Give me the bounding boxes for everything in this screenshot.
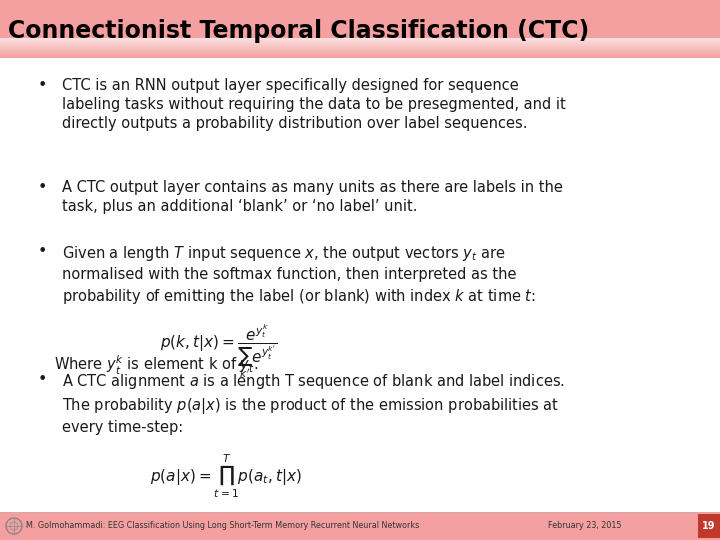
Bar xyxy=(0,0,720,58)
Bar xyxy=(0,55,720,56)
Bar xyxy=(0,41,720,42)
Bar xyxy=(0,42,720,43)
Bar xyxy=(0,48,720,49)
Bar xyxy=(0,53,720,54)
Bar xyxy=(0,38,720,39)
Bar xyxy=(0,40,720,41)
Bar xyxy=(0,52,720,53)
Bar xyxy=(0,57,720,58)
Bar xyxy=(698,514,720,538)
Text: •: • xyxy=(38,180,48,195)
Text: CTC is an RNN output layer specifically designed for sequence
labeling tasks wit: CTC is an RNN output layer specifically … xyxy=(62,78,566,131)
Text: •: • xyxy=(38,244,48,259)
Bar xyxy=(0,51,720,52)
Text: Connectionist Temporal Classification (CTC): Connectionist Temporal Classification (C… xyxy=(8,19,589,43)
Text: $p(a|x) = \prod_{t=1}^{T} p(a_t, t|x)$: $p(a|x) = \prod_{t=1}^{T} p(a_t, t|x)$ xyxy=(150,452,302,500)
Text: •: • xyxy=(38,372,48,387)
Text: Where $y_t^k$ is element k of $y_t$.: Where $y_t^k$ is element k of $y_t$. xyxy=(54,354,258,377)
Text: Given a length $T$ input sequence $x$, the output vectors $y_t$ are
normalised w: Given a length $T$ input sequence $x$, t… xyxy=(62,244,536,306)
Bar xyxy=(0,49,720,50)
Text: $p(k,t|x) = \dfrac{e^{y_t^k}}{\sum_{k'} e^{y_{t}^{k'}}}$: $p(k,t|x) = \dfrac{e^{y_t^k}}{\sum_{k'} … xyxy=(160,322,277,380)
Bar xyxy=(0,56,720,57)
Text: February 23, 2015: February 23, 2015 xyxy=(548,522,621,530)
Bar xyxy=(0,43,720,44)
Bar xyxy=(0,50,720,51)
Bar xyxy=(0,44,720,45)
Bar xyxy=(0,54,720,55)
Text: •: • xyxy=(38,78,48,93)
Bar xyxy=(0,512,720,540)
Bar xyxy=(0,47,720,48)
Bar xyxy=(0,39,720,40)
Text: A CTC alignment $a$ is a length T sequence of blank and label indices.
The proba: A CTC alignment $a$ is a length T sequen… xyxy=(62,372,564,435)
Bar xyxy=(0,45,720,46)
Bar xyxy=(0,46,720,47)
Text: A CTC output layer contains as many units as there are labels in the
task, plus : A CTC output layer contains as many unit… xyxy=(62,180,563,214)
Text: 19: 19 xyxy=(702,521,716,531)
Text: M. Golmohammadi: EEG Classification Using Long Short-Term Memory Recurrent Neura: M. Golmohammadi: EEG Classification Usin… xyxy=(26,522,419,530)
